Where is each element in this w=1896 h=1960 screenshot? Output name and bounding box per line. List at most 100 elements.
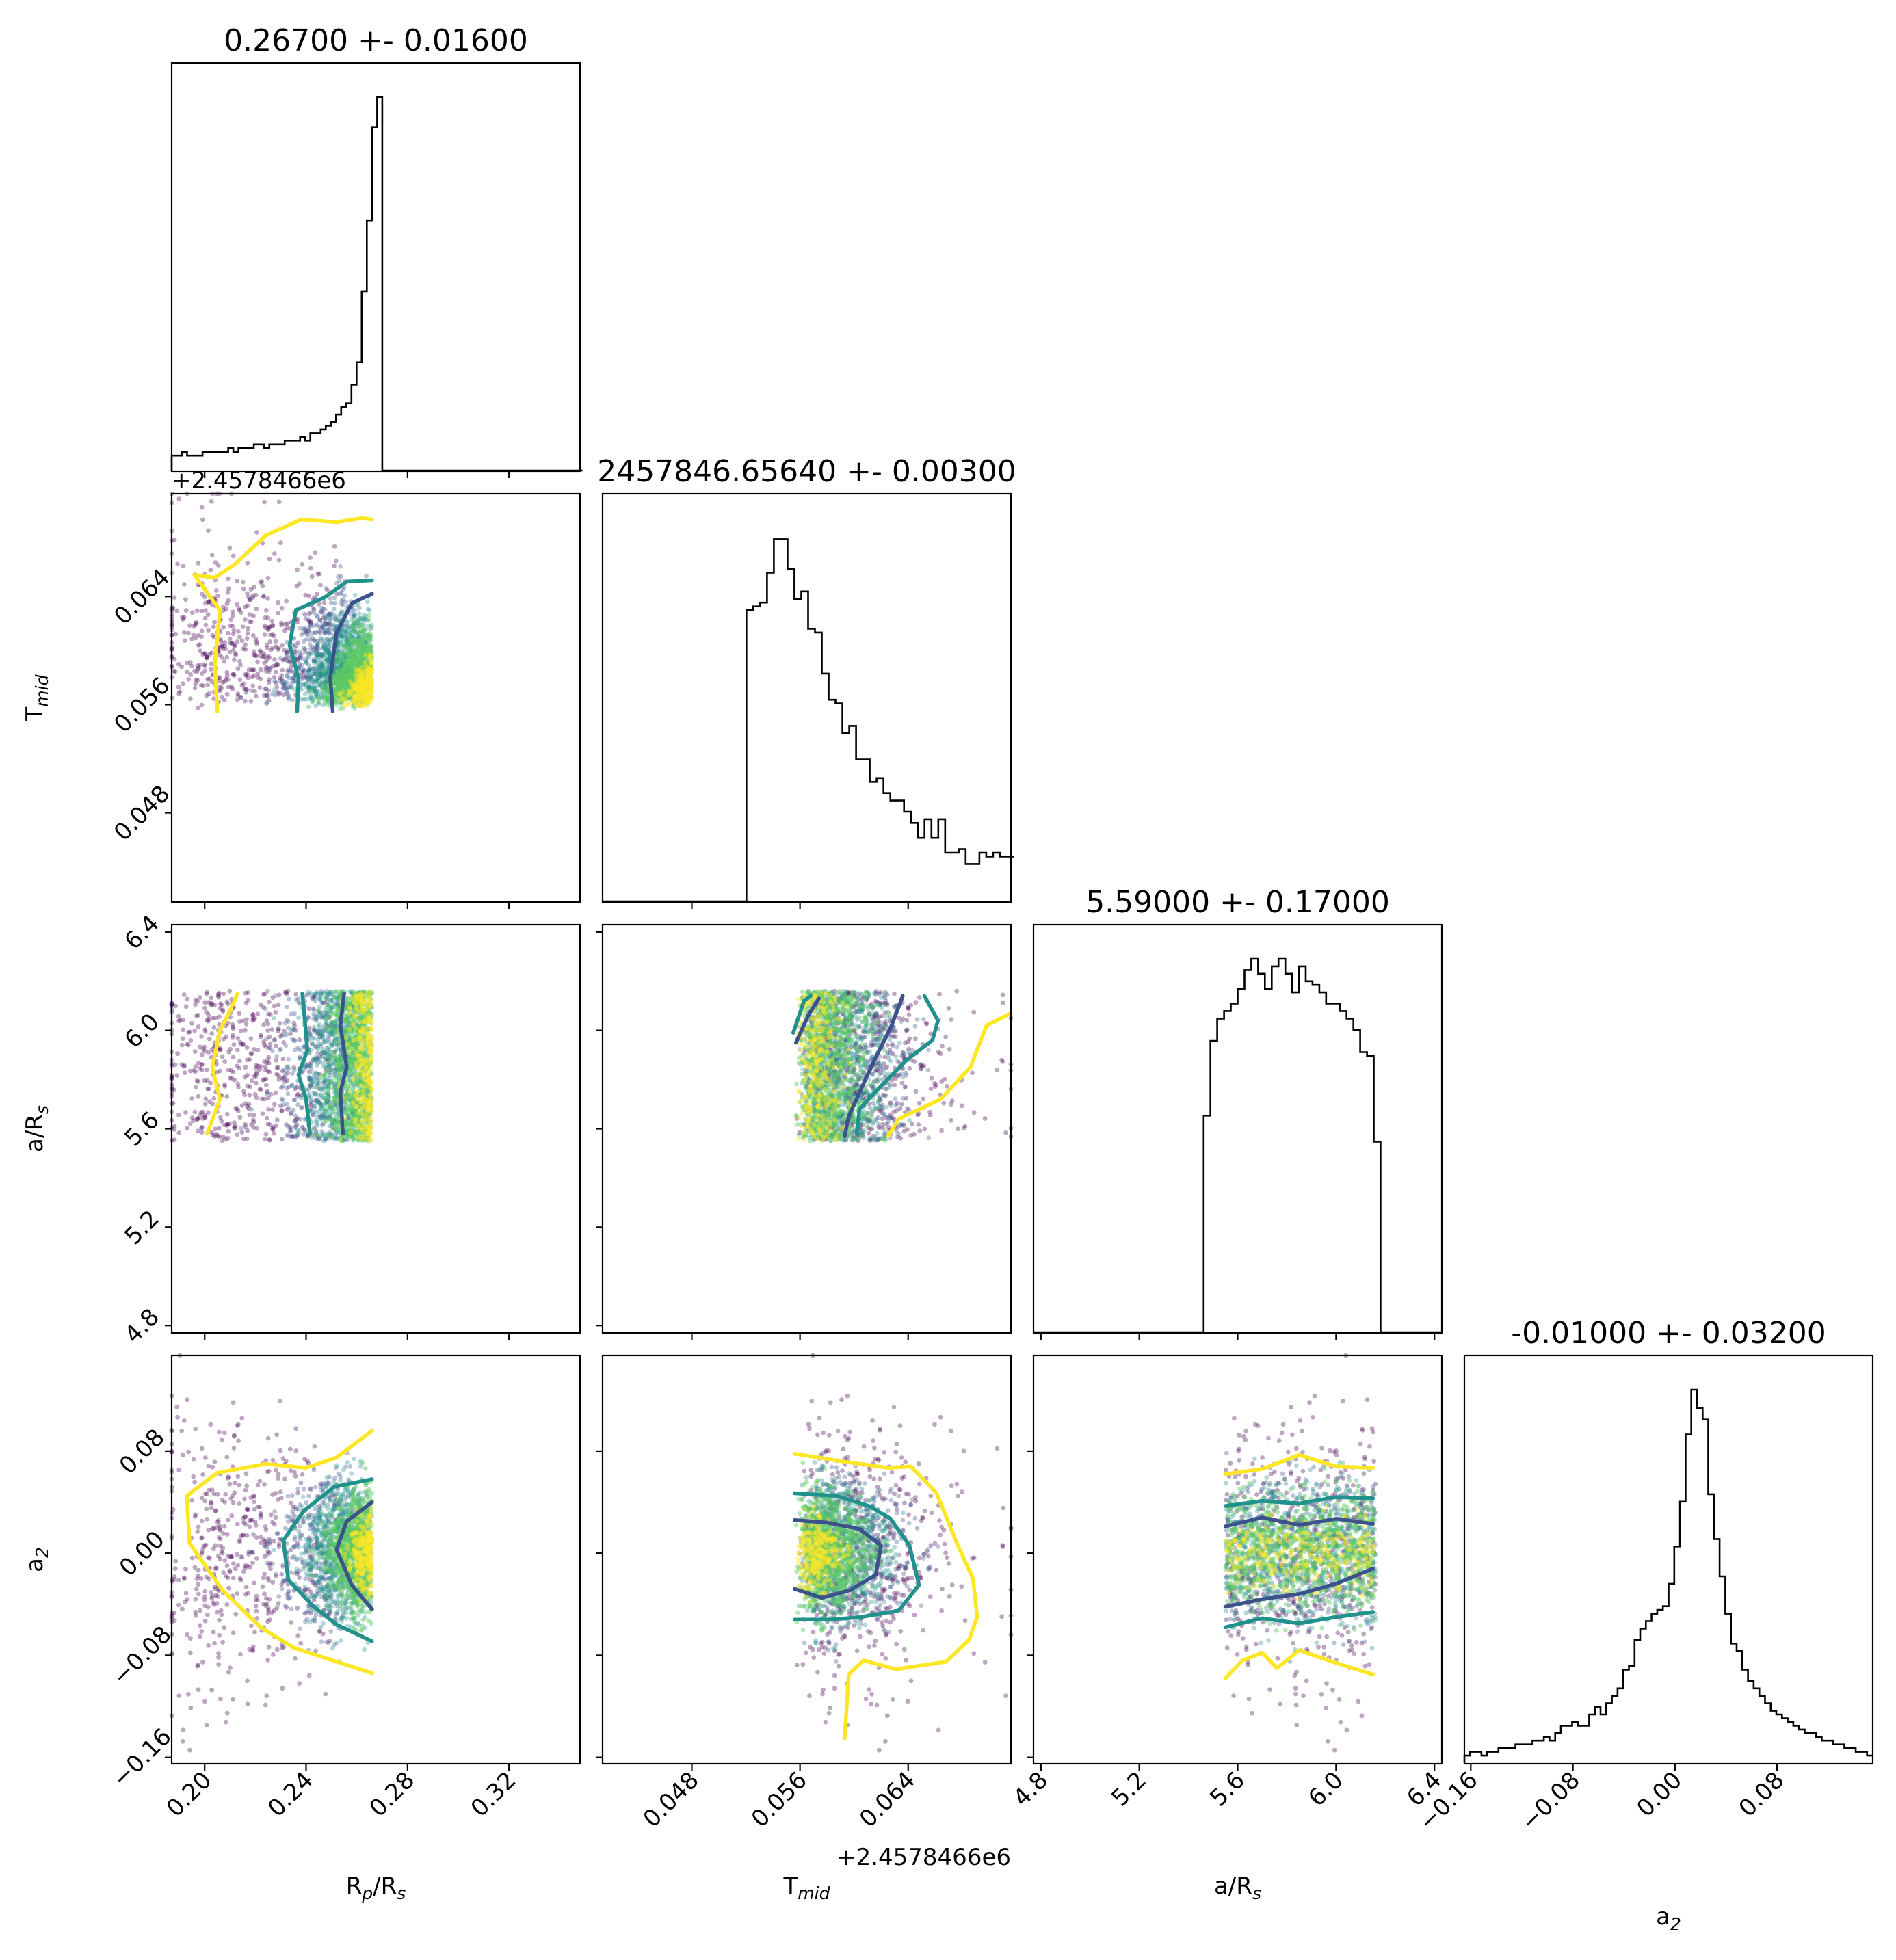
- sample-point: [218, 676, 222, 680]
- sample-point: [202, 1048, 207, 1054]
- sample-point: [218, 644, 223, 650]
- sample-point: [222, 1059, 227, 1064]
- sample-point: [294, 997, 299, 1003]
- sample-point: [272, 1037, 277, 1043]
- sample-point: [259, 1034, 263, 1039]
- sample-point: [295, 658, 301, 663]
- sample-point: [250, 595, 255, 600]
- sample-point: [368, 633, 373, 639]
- sample-point: [210, 1101, 215, 1107]
- sample-point: [308, 622, 314, 627]
- sample-point: [195, 663, 200, 669]
- sample-point: [241, 681, 246, 687]
- sample-point: [250, 674, 254, 680]
- sample-point: [194, 669, 200, 674]
- sample-point: [226, 598, 231, 603]
- sample-point: [238, 1028, 243, 1033]
- sample-point: [232, 657, 237, 663]
- sample-point: [347, 1089, 352, 1095]
- sample-point: [210, 1016, 215, 1021]
- sample-point: [265, 1028, 270, 1033]
- sample-point: [203, 608, 208, 613]
- sample-point: [306, 617, 311, 622]
- sample-point: [197, 642, 202, 647]
- sample-point: [282, 648, 287, 653]
- sample-point: [294, 583, 300, 589]
- sample-point: [279, 1108, 285, 1113]
- sample-point: [245, 603, 250, 609]
- sample-point: [279, 677, 285, 682]
- sample-point: [322, 668, 327, 674]
- sample-point: [358, 674, 364, 679]
- sample-point: [265, 615, 271, 620]
- sample-point: [235, 1132, 240, 1137]
- sample-point: [258, 1002, 263, 1007]
- scatter-panel-tmid-vs-rp: [169, 491, 375, 711]
- sample-point: [308, 689, 313, 694]
- sample-point: [298, 626, 303, 631]
- sample-point: [207, 652, 212, 657]
- sample-point: [355, 663, 360, 667]
- sample-point: [274, 1058, 278, 1063]
- sample-point: [259, 653, 263, 659]
- sample-point: [235, 666, 241, 672]
- sample-point: [321, 1138, 326, 1143]
- sample-point: [286, 996, 291, 1002]
- sample-point: [315, 571, 321, 577]
- sample-point: [187, 696, 193, 701]
- sample-point: [209, 661, 214, 667]
- sample-point: [225, 590, 231, 595]
- sample-point: [174, 608, 179, 613]
- sample-point: [347, 1011, 352, 1016]
- sample-point: [274, 689, 280, 695]
- sample-point: [289, 1027, 294, 1033]
- sample-point: [354, 618, 359, 623]
- sample-point: [208, 667, 213, 672]
- sample-point: [269, 618, 275, 624]
- sample-point: [285, 1064, 289, 1070]
- sample-point: [325, 629, 330, 635]
- sample-point: [282, 622, 288, 627]
- sample-point: [269, 1027, 275, 1032]
- sample-point: [311, 607, 317, 612]
- sample-point: [273, 993, 278, 998]
- sample-point: [262, 1042, 267, 1047]
- sample-point: [317, 571, 322, 577]
- sample-point: [332, 595, 337, 600]
- sample-point: [192, 1028, 197, 1033]
- sample-point: [205, 654, 209, 659]
- sample-point: [207, 676, 212, 681]
- sample-point: [318, 1115, 324, 1120]
- sample-point: [318, 651, 324, 657]
- sample-point: [334, 591, 340, 596]
- sample-point: [287, 1105, 292, 1111]
- sample-point: [247, 612, 252, 617]
- sample-point: [248, 1084, 252, 1089]
- sample-point: [216, 675, 221, 680]
- sample-point: [332, 544, 337, 549]
- sample-point: [216, 1126, 222, 1131]
- sample-point: [262, 499, 267, 505]
- sample-point: [207, 599, 211, 605]
- sample-point: [228, 623, 233, 628]
- sample-point: [337, 1072, 343, 1078]
- sample-point: [227, 650, 233, 655]
- sample-point: [257, 685, 263, 690]
- sample-point: [263, 665, 269, 670]
- sample-point: [248, 597, 252, 602]
- sample-point: [300, 561, 305, 567]
- sample-point: [338, 564, 343, 569]
- sample-point: [249, 1107, 254, 1112]
- sample-point: [210, 633, 215, 638]
- sample-point: [185, 996, 190, 1002]
- sample-point: [295, 640, 300, 646]
- sample-point: [346, 633, 352, 638]
- sample-point: [205, 677, 210, 682]
- sample-point: [263, 686, 268, 691]
- sample-point: [267, 639, 273, 644]
- sample-point: [293, 992, 299, 997]
- sample-point: [307, 642, 313, 648]
- sample-point: [182, 1070, 187, 1076]
- sample-point: [236, 628, 241, 634]
- sample-point: [313, 645, 318, 650]
